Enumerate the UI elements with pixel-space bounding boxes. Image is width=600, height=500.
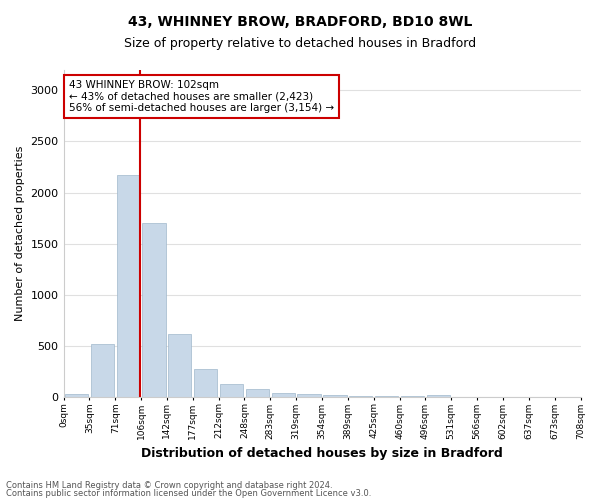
Bar [298,394,321,396]
Bar [194,369,217,396]
Bar [65,394,88,396]
Text: 43 WHINNEY BROW: 102sqm
← 43% of detached houses are smaller (2,423)
56% of semi: 43 WHINNEY BROW: 102sqm ← 43% of detache… [69,80,334,113]
Text: 43, WHINNEY BROW, BRADFORD, BD10 8WL: 43, WHINNEY BROW, BRADFORD, BD10 8WL [128,15,472,29]
Text: Contains public sector information licensed under the Open Government Licence v3: Contains public sector information licen… [6,489,371,498]
Bar [142,223,166,396]
Bar [116,175,140,396]
Text: Size of property relative to detached houses in Bradford: Size of property relative to detached ho… [124,38,476,51]
Bar [272,392,295,396]
Bar [246,388,269,396]
Bar [91,344,114,396]
Bar [427,394,450,396]
Bar [323,395,347,396]
Text: Contains HM Land Registry data © Crown copyright and database right 2024.: Contains HM Land Registry data © Crown c… [6,480,332,490]
X-axis label: Distribution of detached houses by size in Bradford: Distribution of detached houses by size … [141,447,503,460]
Bar [220,384,243,396]
Y-axis label: Number of detached properties: Number of detached properties [15,146,25,321]
Bar [168,334,191,396]
